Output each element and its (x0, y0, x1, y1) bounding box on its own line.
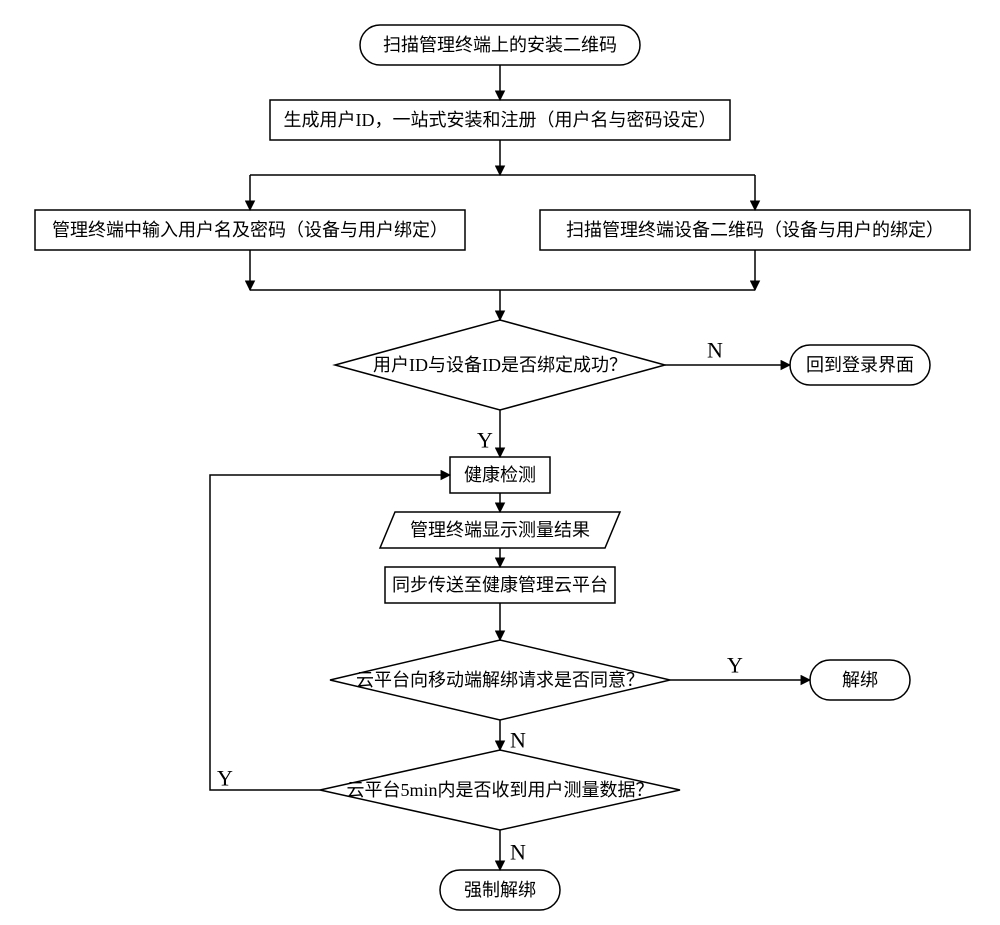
node-unbind: 解绑 (810, 660, 910, 700)
svg-text:Y: Y (727, 653, 743, 678)
svg-text:管理终端显示测量结果: 管理终端显示测量结果 (410, 520, 590, 540)
node-sync_cloud: 同步传送至健康管理云平台 (385, 567, 615, 603)
node-scan_dev: 扫描管理终端设备二维码（设备与用户的绑定） (540, 210, 970, 250)
svg-text:同步传送至健康管理云平台: 同步传送至健康管理云平台 (392, 575, 608, 595)
node-back_login: 回到登录界面 (790, 345, 930, 385)
svg-text:用户ID与设备ID是否绑定成功？: 用户ID与设备ID是否绑定成功？ (373, 355, 627, 375)
svg-text:云平台向移动端解绑请求是否同意？: 云平台向移动端解绑请求是否同意？ (356, 670, 644, 690)
svg-text:N: N (510, 728, 526, 753)
svg-text:扫描管理终端上的安装二维码: 扫描管理终端上的安装二维码 (383, 35, 617, 55)
node-force_unbind: 强制解绑 (440, 870, 560, 910)
svg-text:扫描管理终端设备二维码（设备与用户的绑定）: 扫描管理终端设备二维码（设备与用户的绑定） (566, 220, 944, 240)
node-bind_ok: 用户ID与设备ID是否绑定成功？ (335, 320, 665, 410)
svg-text:N: N (510, 840, 526, 865)
svg-text:Y: Y (477, 428, 493, 453)
svg-text:强制解绑: 强制解绑 (464, 880, 536, 900)
svg-text:生成用户ID，一站式安装和注册（用户名与密码设定）: 生成用户ID，一站式安装和注册（用户名与密码设定） (284, 110, 717, 130)
node-unbind_req: 云平台向移动端解绑请求是否同意？ (330, 640, 670, 720)
node-gen_id: 生成用户ID，一站式安装和注册（用户名与密码设定） (270, 100, 730, 140)
node-data_5min: 云平台5min内是否收到用户测量数据？ (320, 750, 680, 830)
svg-text:管理终端中输入用户名及密码（设备与用户绑定）: 管理终端中输入用户名及密码（设备与用户绑定） (52, 220, 448, 240)
node-show_result: 管理终端显示测量结果 (380, 512, 620, 548)
svg-text:Y: Y (217, 766, 233, 791)
node-health: 健康检测 (450, 457, 550, 493)
flowchart-svg: 扫描管理终端上的安装二维码生成用户ID，一站式安装和注册（用户名与密码设定） 管理… (0, 0, 1000, 925)
svg-text:云平台5min内是否收到用户测量数据？: 云平台5min内是否收到用户测量数据？ (346, 780, 653, 800)
node-scan_qr: 扫描管理终端上的安装二维码 (360, 25, 640, 65)
svg-text:健康检测: 健康检测 (464, 465, 536, 485)
svg-text:回到登录界面: 回到登录界面 (806, 355, 914, 375)
svg-text:解绑: 解绑 (842, 670, 878, 690)
svg-text:N: N (707, 338, 723, 363)
node-input_user: 管理终端中输入用户名及密码（设备与用户绑定） (35, 210, 465, 250)
